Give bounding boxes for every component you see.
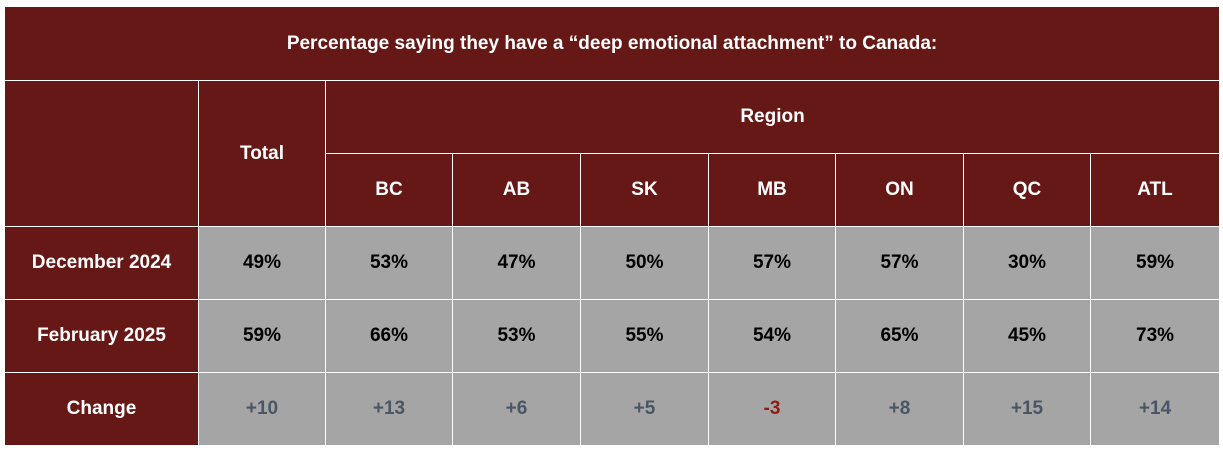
row-label-dec-2024: December 2024 (4, 226, 199, 300)
cell-feb-2025-on: 65% (835, 299, 964, 373)
header-region-mb: MB (708, 153, 836, 227)
cell-change-atl: +14 (1089, 372, 1221, 446)
cell-feb-2025-bc: 66% (325, 299, 453, 373)
cell-feb-2025-mb: 54% (708, 299, 836, 373)
row-label-change: Change (4, 372, 199, 446)
cell-feb-2025-ab: 53% (452, 299, 581, 373)
cell-change-mb: -3 (708, 372, 836, 446)
cell-dec-2024-total: 49% (198, 226, 326, 300)
cell-feb-2025-atl: 73% (1089, 299, 1221, 373)
cell-feb-2025-qc: 45% (963, 299, 1091, 373)
cell-dec-2024-mb: 57% (708, 226, 836, 300)
cell-feb-2025-total: 59% (198, 299, 326, 373)
cell-dec-2024-on: 57% (835, 226, 964, 300)
cell-dec-2024-sk: 50% (580, 226, 709, 300)
cell-change-bc: +13 (325, 372, 453, 446)
header-region-atl: ATL (1089, 153, 1221, 227)
row-label-feb-2025: February 2025 (4, 299, 199, 373)
header-region-sk: SK (580, 153, 709, 227)
attachment-table-container: Percentage saying they have a “deep emot… (3, 6, 1221, 446)
cell-change-total: +10 (198, 372, 326, 446)
cell-dec-2024-bc: 53% (325, 226, 453, 300)
cell-dec-2024-ab: 47% (452, 226, 581, 300)
table-row: February 2025 59% 66% 53% 55% 54% 65% 45… (4, 299, 1221, 373)
table-row: December 2024 49% 53% 47% 50% 57% 57% 30… (4, 226, 1221, 300)
header-total: Total (198, 80, 326, 227)
cell-dec-2024-atl: 59% (1089, 226, 1221, 300)
header-region-bc: BC (325, 153, 453, 227)
header-region-on: ON (835, 153, 964, 227)
attachment-table: Percentage saying they have a “deep emot… (3, 6, 1221, 446)
cell-change-sk: +5 (580, 372, 709, 446)
corner-cell (4, 80, 199, 227)
header-region: Region (324, 80, 1221, 154)
header-region-ab: AB (452, 153, 581, 227)
cell-dec-2024-qc: 30% (963, 226, 1091, 300)
cell-feb-2025-sk: 55% (580, 299, 709, 373)
cell-change-qc: +15 (963, 372, 1091, 446)
table-title: Percentage saying they have a “deep emot… (3, 6, 1221, 81)
cell-change-ab: +6 (452, 372, 581, 446)
table-row: Change +10 +13 +6 +5 -3 +8 +15 +14 (4, 372, 1221, 446)
header-region-qc: QC (963, 153, 1091, 227)
cell-change-on: +8 (835, 372, 964, 446)
